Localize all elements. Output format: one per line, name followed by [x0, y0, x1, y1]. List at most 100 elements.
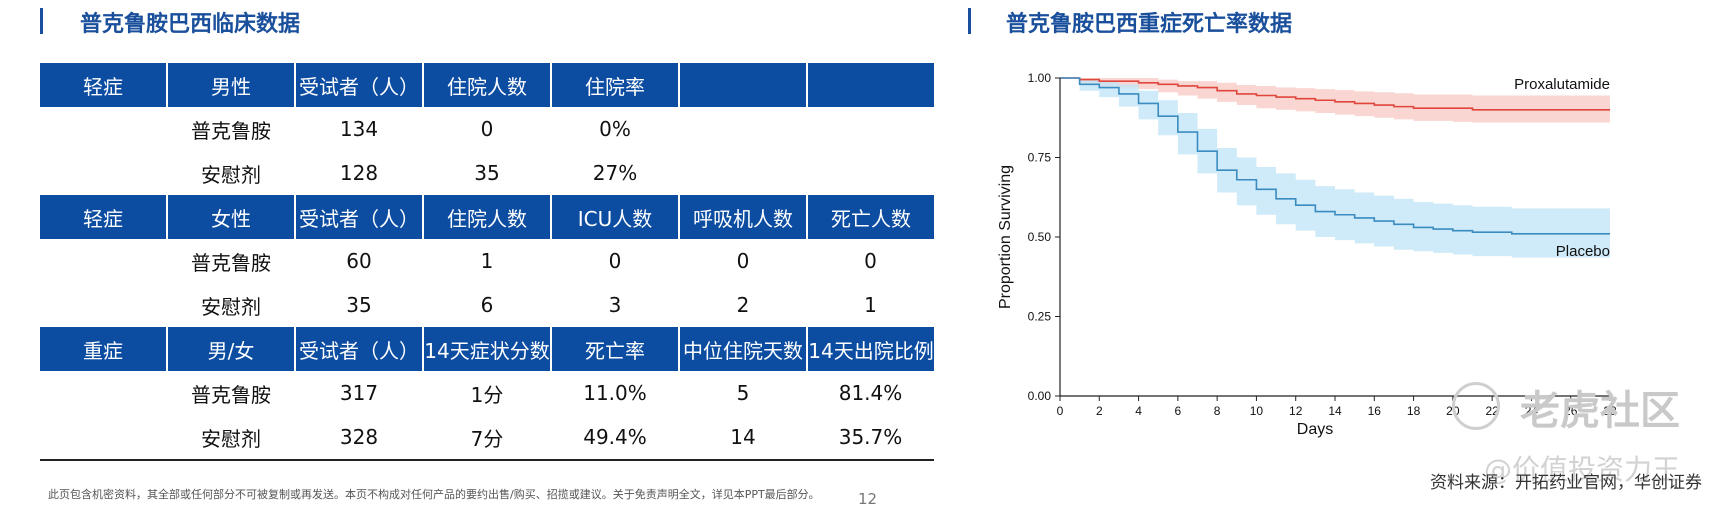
y-axis-label: Proportion Surviving	[997, 165, 1014, 309]
table-cell: 0	[736, 249, 750, 273]
table-cell: 60	[346, 249, 372, 273]
table-header-cell: 重症	[40, 327, 168, 371]
table-cell	[40, 151, 167, 195]
table-cell: 27%	[592, 161, 638, 185]
left-section-title: 普克鲁胺巴西临床数据	[80, 12, 301, 37]
table-cell: 14	[679, 415, 807, 461]
x-tick-label: 4	[1135, 404, 1142, 418]
x-tick-label: 26	[1564, 404, 1578, 418]
table-row: 安慰剂 328 7分 49.4% 14 35.7%	[40, 415, 934, 461]
x-tick-label: 24	[1525, 404, 1539, 418]
trial-data-table: 轻症 男性 受试者（人） 住院人数 住院率 普克鲁胺 134 0 0% 安慰剂 128 35 27% 轻症…	[40, 63, 934, 461]
table-cell: 35	[346, 293, 372, 317]
table-cell	[40, 239, 167, 283]
table-cell	[807, 151, 934, 195]
table-cell: 0	[864, 249, 877, 273]
series-label-0: Proxalutamide	[1514, 76, 1610, 93]
table-cell: 3	[608, 293, 622, 317]
table-header-cell: 轻症	[40, 63, 168, 107]
x-tick-label: 8	[1214, 404, 1221, 418]
x-tick-label: 2	[1096, 404, 1103, 418]
table-cell: 普克鲁胺	[191, 382, 271, 407]
table-cell: 1	[480, 249, 494, 273]
table-row: 普克鲁胺 317 1分 11.0% 5 81.4%	[40, 371, 934, 415]
y-tick-label: 0.00	[1028, 389, 1052, 403]
table-cell	[679, 151, 807, 195]
table-cell	[40, 283, 167, 327]
table-row: 安慰剂 128 35 27%	[40, 151, 934, 195]
y-tick-label: 0.25	[1028, 310, 1052, 324]
series-label-1: Placebo	[1556, 243, 1610, 260]
y-tick-label: 0.75	[1028, 151, 1052, 165]
x-tick-label: 10	[1250, 404, 1264, 418]
table-cell: 0	[608, 249, 622, 273]
x-tick-label: 14	[1328, 404, 1342, 418]
table-cell: 35	[474, 161, 500, 185]
x-tick-label: 6	[1175, 404, 1182, 418]
x-tick-label: 18	[1407, 404, 1421, 418]
table-header-cell: 住院人数	[423, 195, 552, 239]
table-header-cell: 受试者（人）	[295, 63, 424, 107]
table-cell: 6	[480, 293, 494, 317]
survival-line-1	[1060, 77, 1610, 235]
table-cell: 安慰剂	[167, 415, 295, 461]
survival-chart: 0 2 4 6 8 10 12 14 16 18 20 22 24 26 280.000.250.500.7…	[997, 71, 1617, 438]
table-cell	[679, 107, 807, 151]
x-tick-label: 28	[1603, 404, 1617, 418]
table-header-row: 轻症 女性 受试者（人） 住院人数 ICU人数 呼吸机人数 死亡人数	[40, 195, 934, 239]
table-header-row: 轻症 男性 受试者（人） 住院人数 住院率	[40, 63, 934, 107]
table-cell: 安慰剂	[201, 162, 261, 187]
table-cell: 2	[736, 293, 750, 317]
table-header-cell: 受试者（人）	[295, 195, 424, 239]
table-header-cell: 男性	[167, 63, 296, 107]
table-header-cell: 男/女	[167, 327, 296, 371]
table-header-cell	[807, 63, 934, 107]
table-header-cell: 轻症	[40, 195, 168, 239]
y-tick-label: 0.50	[1028, 230, 1052, 244]
table-header-cell: 14天出院比例	[807, 327, 934, 371]
table-header-cell: 受试者（人）	[295, 327, 424, 371]
x-axis-label: Days	[1297, 421, 1333, 438]
disclaimer-footnote: 此页包含机密资料，其全部或任何部分不可被复制或再发送。本页不构成对任何产品的要约…	[48, 488, 820, 501]
page-number: 12	[858, 490, 878, 508]
table-row: 安慰剂 35 6 3 2 1	[40, 283, 934, 327]
table-cell: 1分	[470, 382, 504, 407]
table-header-cell: 住院人数	[423, 63, 552, 107]
data-source: 资料来源：开拓药业官网，华创证券	[1430, 473, 1702, 493]
ci-band-1	[1060, 78, 1610, 258]
table-cell: 安慰剂	[201, 294, 261, 319]
table-header-cell: 女性	[167, 195, 296, 239]
table-cell: 35.7%	[807, 415, 934, 461]
x-tick-label: 12	[1289, 404, 1303, 418]
table-cell: 0	[480, 117, 494, 141]
table-cell	[40, 415, 167, 461]
table-cell	[40, 371, 167, 415]
table-cell: 49.4%	[551, 415, 679, 461]
table-cell	[807, 107, 934, 151]
watermark-logo-icon	[1452, 382, 1500, 430]
right-section-title: 普克鲁胺巴西重症死亡率数据	[1006, 12, 1293, 37]
table-cell: 128	[339, 161, 379, 185]
y-tick-label: 1.00	[1028, 71, 1052, 85]
table-header-cell: 中位住院天数	[679, 327, 808, 371]
table-row: 普克鲁胺 60 1 0 0 0	[40, 239, 934, 283]
survival-line-0	[1060, 77, 1610, 111]
table-header-cell: 14天症状分数	[423, 327, 552, 371]
table-header-row: 重症 男/女 受试者（人） 14天症状分数 死亡率 中位住院天数 14天出院比例	[40, 327, 934, 371]
table-header-cell: ICU人数	[551, 195, 680, 239]
x-tick-label: 16	[1368, 404, 1382, 418]
table-cell: 328	[295, 415, 423, 461]
watermark-text: 老虎社区	[1520, 388, 1680, 434]
table-cell: 134	[339, 117, 379, 141]
table-header-cell: 住院率	[551, 63, 680, 107]
x-tick-label: 0	[1057, 404, 1064, 418]
table-cell: 11.0%	[583, 381, 647, 405]
left-title-bar	[40, 8, 43, 34]
table-header-cell: 死亡人数	[807, 195, 934, 239]
table-cell: 普克鲁胺	[191, 118, 271, 143]
table-header-cell: 死亡率	[551, 327, 680, 371]
table-cell: 0%	[599, 117, 631, 141]
watermark-handle: @价值投资力王	[1484, 453, 1681, 486]
table-cell: 7分	[423, 415, 551, 461]
table-header-cell: 呼吸机人数	[679, 195, 808, 239]
